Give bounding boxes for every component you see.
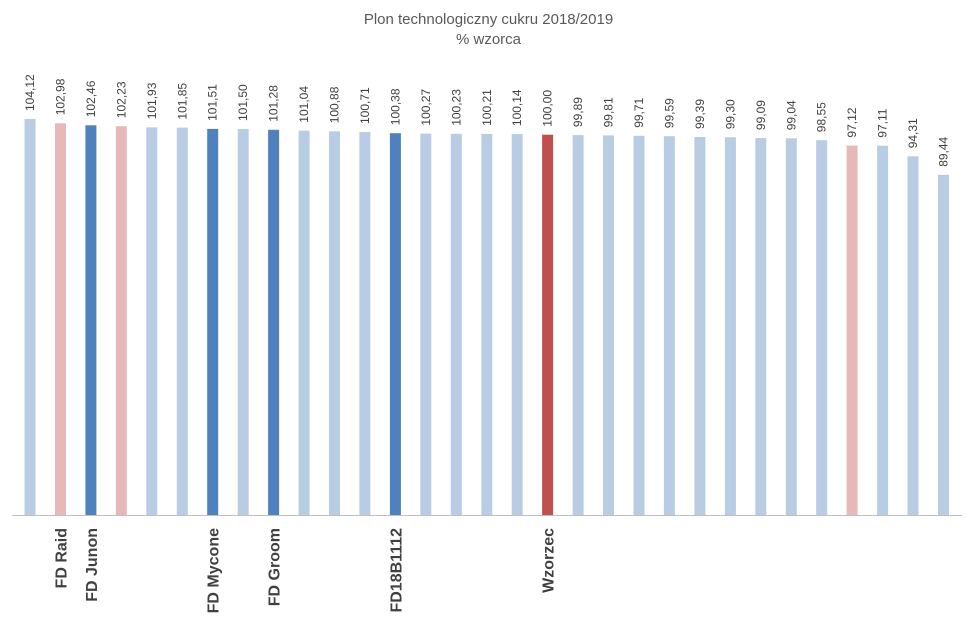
bar-value-label: 100,38: [388, 88, 402, 125]
bar: [481, 133, 493, 515]
category-label: Wzorzec: [541, 528, 558, 593]
bar: [115, 126, 127, 515]
bar-value-label: 100,88: [328, 86, 342, 123]
bar-value-label: 99,81: [602, 97, 616, 127]
bar: [694, 137, 706, 515]
bar-value-label: 99,71: [632, 97, 646, 127]
bar: [603, 135, 614, 515]
bar-value-label: 101,04: [297, 86, 311, 123]
bar: [176, 127, 188, 515]
category-label: FD Junon: [84, 528, 101, 602]
category-label: FD Groom: [267, 528, 284, 606]
bar: [816, 140, 828, 515]
chart-title-block: Plon technologiczny cukru 2018/2019 % wz…: [0, 10, 977, 50]
bar: [268, 129, 280, 516]
bar-value-label: 101,28: [267, 85, 281, 122]
bar: [55, 123, 66, 516]
bar-value-label: 101,93: [145, 82, 159, 119]
bar-value-label: 99,89: [571, 97, 585, 127]
bar-value-label: 99,59: [662, 98, 676, 128]
bar: [846, 145, 858, 515]
bar-value-label: 101,51: [206, 84, 220, 121]
bar: [85, 125, 97, 516]
chart-subtitle: % wzorca: [455, 31, 522, 48]
bar: [938, 174, 949, 516]
bar-value-label: 102,98: [54, 78, 68, 115]
bar: [877, 145, 889, 515]
bar: [572, 135, 584, 515]
bar-value-label: 100,00: [541, 90, 555, 127]
bar: [907, 156, 919, 516]
bar-value-label: 102,46: [84, 80, 98, 117]
bar: [329, 131, 340, 516]
bar-value-label: 101,50: [236, 84, 250, 121]
bar-value-label: 100,14: [510, 89, 524, 126]
bar: [511, 134, 523, 515]
chart-title: Plon technologiczny cukru 2018/2019: [363, 11, 614, 28]
bar-value-label: 98,55: [815, 102, 829, 132]
bar-value-label: 89,44: [937, 136, 951, 166]
bar: [24, 119, 36, 515]
bar-value-label: 100,23: [449, 89, 463, 126]
bar-value-label: 99,30: [723, 99, 737, 129]
bar: [755, 138, 767, 515]
bar: [542, 134, 554, 515]
bar-value-label: 104,12: [23, 74, 37, 111]
bar-value-label: 100,27: [419, 89, 433, 126]
bar: [785, 138, 797, 516]
category-label: FD Mycone: [206, 528, 223, 613]
bar: [207, 128, 219, 515]
bar-value-label: 94,31: [906, 118, 920, 148]
bar: [146, 127, 158, 516]
bar: [633, 135, 645, 516]
bar-value-label: 97,11: [876, 108, 890, 137]
bar: [420, 133, 432, 515]
bar-value-label: 102,23: [114, 81, 128, 118]
bar: [724, 137, 736, 516]
bar: [450, 133, 462, 516]
bar: [237, 129, 249, 515]
bar-value-label: 101,85: [175, 83, 189, 120]
bar: [663, 136, 675, 515]
category-label: FD18B1112: [388, 528, 405, 613]
bar-value-label: 100,21: [480, 89, 494, 126]
bar-value-label: 99,09: [754, 100, 768, 130]
bar-value-label: 99,39: [693, 99, 707, 129]
bar-value-label: 100,71: [358, 87, 372, 124]
bar-value-label: 97,12: [845, 107, 859, 137]
bar: [298, 130, 310, 515]
bar-value-label: 99,04: [784, 100, 798, 130]
bar: [359, 132, 371, 515]
bar: [389, 133, 401, 515]
category-label: FD Raid: [54, 528, 71, 588]
